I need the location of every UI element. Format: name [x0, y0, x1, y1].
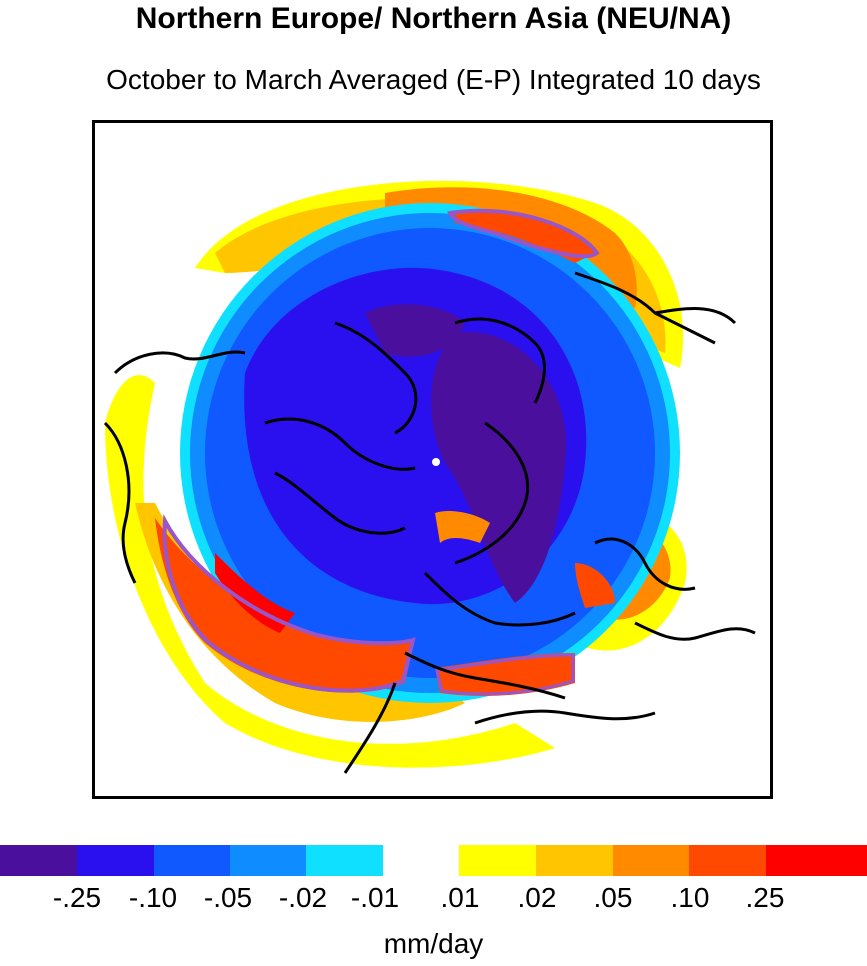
colorbar-swatch-neg-05: [154, 845, 230, 876]
purple-core-east: [431, 331, 567, 603]
colorbar-tick-label: .10: [670, 882, 710, 913]
colorbar-tick-label: -.10: [128, 882, 178, 913]
colorbar-tick-label: .02: [517, 882, 557, 913]
colorbar-tick-label: -.01: [350, 882, 400, 913]
map-title: Northern Europe/ Northern Asia (NEU/NA): [135, 2, 732, 35]
polar-map-panel: [92, 120, 773, 799]
colorbar-tick-label: -.25: [52, 882, 102, 913]
colorbar-swatch-pos-10: [689, 845, 766, 876]
colorbar-swatch-pos-05: [613, 845, 689, 876]
colorbar-swatch-pos-02: [536, 845, 613, 876]
colorbar-swatch-pos-25: [766, 845, 867, 876]
colorbar-tick-label: .01: [440, 882, 480, 913]
contour-west: [162, 513, 416, 693]
red-band-south: [435, 653, 575, 696]
map-subtitle: October to March Averaged (E-P) Integrat…: [106, 64, 761, 95]
contour-north: [446, 208, 600, 259]
polar-map: [103, 180, 756, 774]
red-patch-east: [575, 563, 615, 608]
colorbar-swatch-pos-01: [459, 845, 536, 876]
colorbar-swatch-neg-01: [306, 845, 383, 876]
yellow-ring-arc-west: [105, 375, 555, 768]
orange-patch-center: [435, 511, 490, 543]
red-patch-north: [455, 210, 595, 263]
red-core-west: [215, 553, 295, 633]
coastlines: [103, 271, 756, 774]
colorbar-swatch-neg-25: [0, 845, 77, 876]
purple-patch-north: [365, 304, 465, 357]
colorbar-swatch-neg-10: [77, 845, 154, 876]
colorbar-swatch-neg-02: [230, 845, 306, 876]
colorbar-units-label: mm/day: [383, 928, 484, 959]
colorbar-tick-label: -.05: [203, 882, 253, 913]
colorbar: [0, 845, 867, 876]
colorbar-tick-label: .25: [745, 882, 785, 913]
north-pole-marker: [432, 458, 440, 466]
colorbar-tick-label: -.02: [278, 882, 328, 913]
contour-south: [435, 653, 575, 696]
colorbar-tick-label: .05: [593, 882, 633, 913]
